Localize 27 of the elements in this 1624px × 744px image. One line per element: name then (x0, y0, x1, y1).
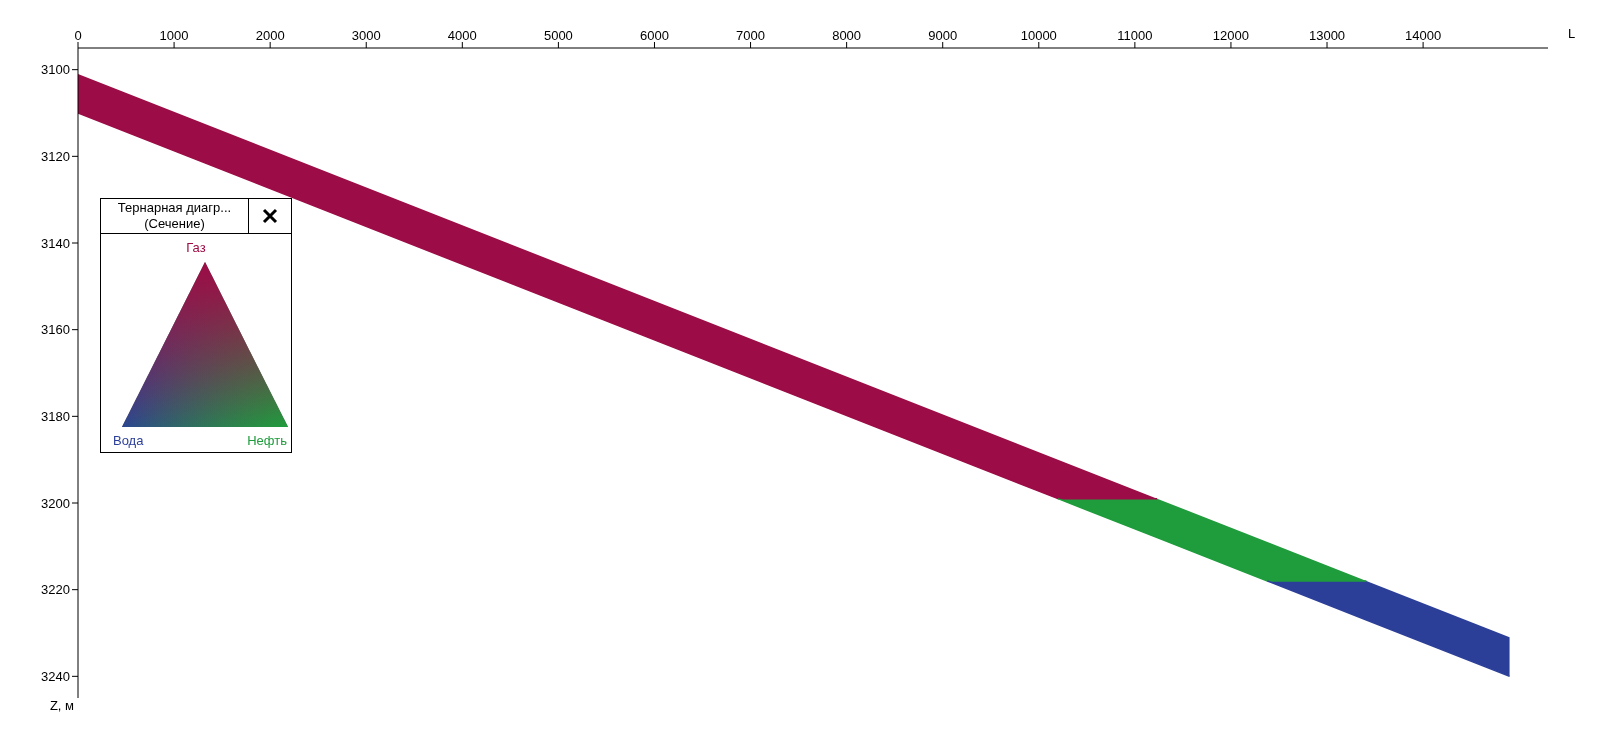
x-tick-label: 6000 (640, 28, 669, 43)
y-tick-label: 3120 (41, 148, 70, 164)
x-tick-label: 13000 (1308, 28, 1346, 43)
y-tick-label: 3160 (41, 322, 70, 338)
y-tick-label: 3100 (41, 62, 70, 78)
x-tick-label: 9000 (928, 28, 958, 43)
x-tick-label: 7000 (736, 28, 766, 43)
x-tick-label: 5000 (543, 28, 573, 43)
x-tick-label: 3000 (351, 28, 381, 43)
x-tick-label: 0 (74, 28, 82, 43)
x-tick-label: 11000 (1117, 28, 1153, 43)
legend-box: Тернарная диагр... (Сечение) Газ Вода Нефть (100, 198, 292, 453)
legend-title: Тернарная диагр... (Сечение) (101, 199, 249, 233)
y-tick-label: 3220 (41, 582, 70, 598)
x-tick-label: 4000 (447, 28, 477, 43)
x-tick-label: 2000 (255, 28, 285, 43)
x-tick-label: 14000 (1405, 28, 1442, 43)
y-tick-label: 3180 (41, 408, 70, 424)
x-tick-label: 10000 (1020, 28, 1057, 43)
y-axis-title: Z, м (49, 698, 75, 713)
y-tick-label: 3200 (41, 495, 70, 511)
x-tick-label: 1000 (159, 28, 189, 43)
y-tick-label: 3140 (41, 235, 70, 251)
x-tick-label: 12000 (1212, 28, 1250, 43)
y-tick-label: 3240 (41, 668, 70, 684)
x-tick-label: 8000 (832, 28, 862, 43)
x-axis-title: L (1568, 25, 1576, 41)
